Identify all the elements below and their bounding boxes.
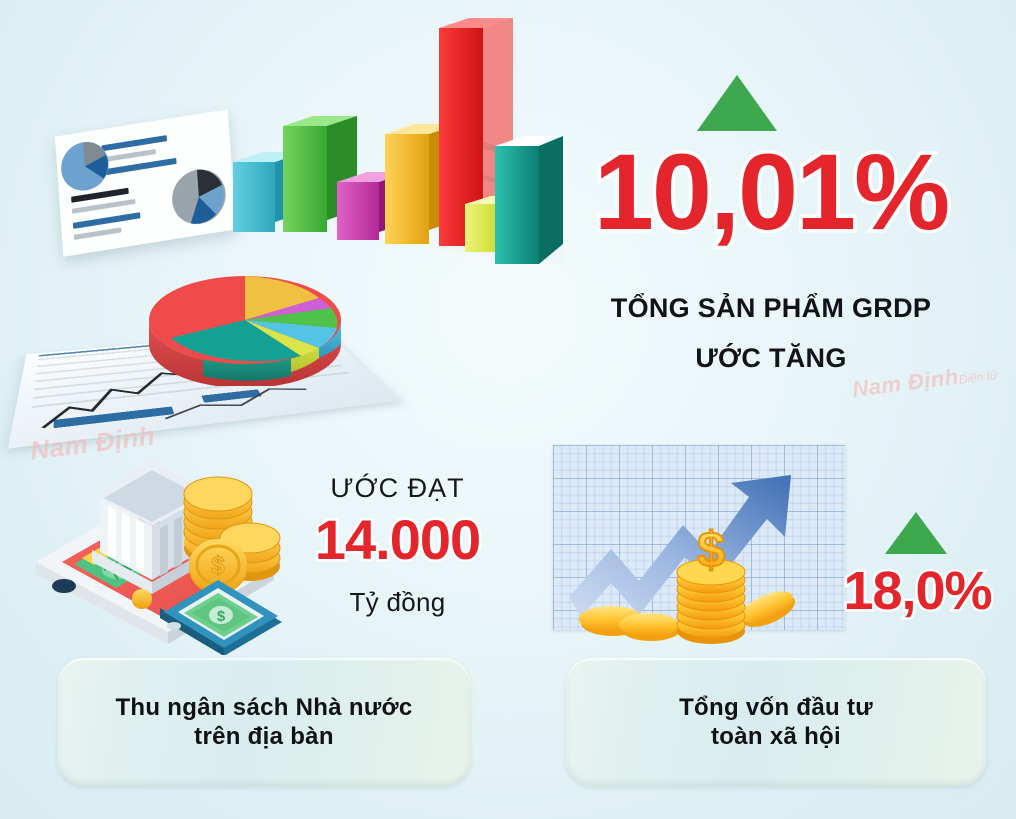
grdp-caption-line-1: TỔNG SẢN PHẨM GRDP	[610, 293, 932, 323]
bar-teal	[495, 136, 563, 264]
3d-charts-illustration	[7, 8, 563, 449]
triangle-up-icon	[697, 75, 777, 131]
coin-stack-icon: $	[579, 521, 796, 644]
bank-and-money-illustration: $ $	[22, 440, 300, 656]
budget-unit: Tỷ đồng	[349, 587, 446, 617]
zigzag-up-arrow-icon	[569, 475, 791, 617]
stat-grdp: 10,01% 10,01% TỔNG SẢN PHẨM GRDP ƯỚC TĂN…	[556, 60, 986, 390]
grdp-value: 10,01% 10,01%	[556, 131, 986, 252]
svg-text:$: $	[217, 608, 226, 625]
budget-value: 14.000 14.000	[290, 508, 505, 571]
pie-chart-3d	[141, 256, 346, 388]
banknote-icon: $	[184, 593, 258, 637]
watermark-right-sub: Điện tử	[957, 368, 999, 387]
investment-value-fill: 18,0%	[843, 561, 992, 621]
svg-text:$: $	[211, 552, 225, 579]
mini-pie-chart-icon	[61, 141, 109, 191]
budget-caption-line-2: trên địa bàn	[194, 723, 334, 750]
smartphone-icon: $	[160, 580, 282, 656]
budget-caption-line-1: Thu ngân sách Nhà nước	[115, 693, 413, 721]
mini-pie-chart-2-icon	[172, 169, 226, 225]
dollar-coin-icon: $	[189, 539, 247, 594]
triangle-up-icon	[885, 512, 947, 554]
label-bar-budget: Thu ngân sách Nhà nước trên địa bàn	[58, 658, 470, 786]
stat-budget-value-group: ƯỚC ĐẠT 14.000 14.000 Tỷ đồng	[290, 472, 505, 632]
bar-chart-3d	[233, 14, 563, 344]
budget-value-fill: 14.000	[314, 508, 481, 571]
investment-value-outline: 18,0%	[841, 561, 995, 621]
label-bar-investment: Tổng vốn đầu tư toàn xã hội	[566, 658, 986, 786]
investment-caption-line-2: toàn xã hội	[711, 723, 841, 750]
grdp-value-fill: 10,01%	[593, 131, 950, 252]
growth-arrow-and-coins-illustration: $	[553, 445, 845, 645]
grdp-value-outline: 10,01%	[590, 131, 953, 252]
investment-value: 18,0% 18,0%	[830, 561, 1005, 621]
coin-stack-icon: $	[132, 476, 281, 609]
dollar-sign-icon: $	[697, 522, 725, 578]
grdp-caption-line-2: ƯỚC TĂNG	[695, 343, 847, 373]
report-sheet-back	[54, 109, 237, 257]
budget-prefix-label: ƯỚC ĐẠT	[330, 473, 465, 503]
budget-value-outline: 14.000	[312, 508, 483, 571]
stat-investment-value-group: 18,0% 18,0%	[830, 508, 1005, 638]
investment-caption-line-1: Tổng vốn đầu tư	[679, 693, 873, 721]
